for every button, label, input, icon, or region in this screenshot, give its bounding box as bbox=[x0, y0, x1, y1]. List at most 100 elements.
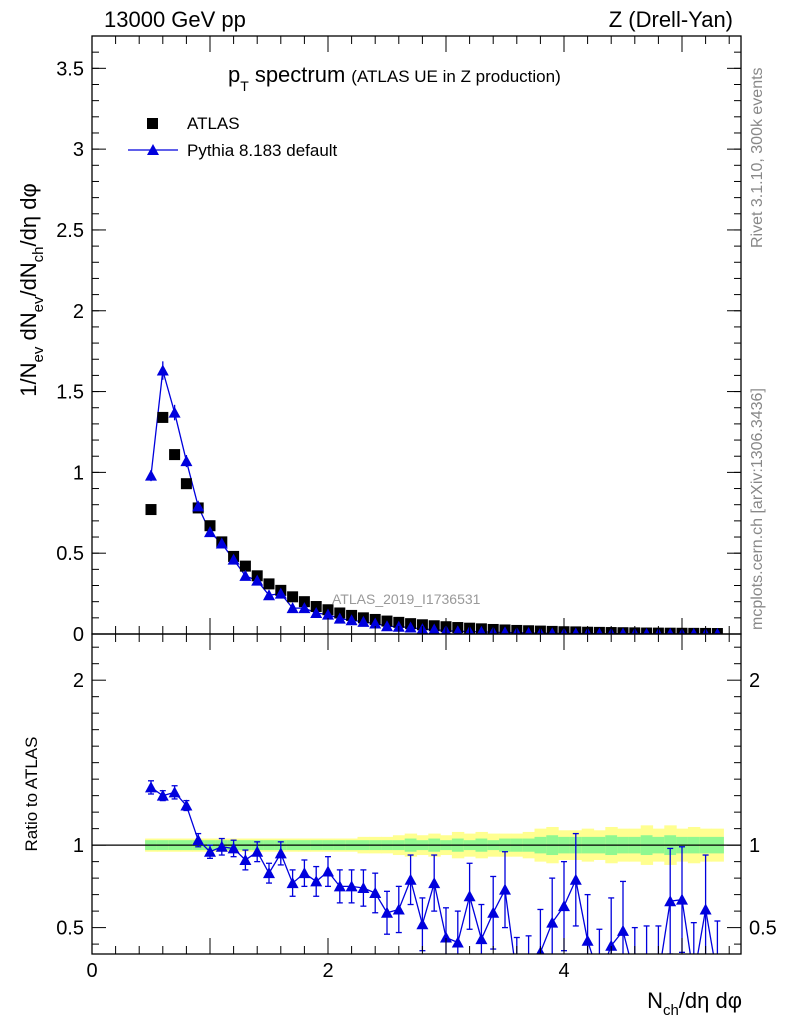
ratio-point-mc bbox=[239, 853, 252, 865]
data-point-mc bbox=[714, 627, 721, 634]
legend-data-label: ATLAS bbox=[187, 114, 240, 133]
ratio-point-mc bbox=[192, 834, 205, 846]
ratio-uncertainty-band bbox=[92, 825, 741, 865]
data-point-mc bbox=[227, 553, 240, 565]
ratio-point-mc bbox=[357, 882, 370, 894]
ratio-point-mc bbox=[581, 934, 594, 946]
ratio-point-mc bbox=[463, 890, 476, 902]
ratio-point-mc bbox=[546, 916, 559, 928]
data-point-mc bbox=[428, 623, 440, 634]
data-point-atlas bbox=[157, 411, 169, 423]
ratio-point-mc bbox=[274, 847, 287, 859]
ratio-y-tick-label-right: 0.5 bbox=[749, 918, 777, 940]
ratio-point-mc bbox=[569, 873, 582, 885]
main-y-tick-label: 2.5 bbox=[56, 220, 84, 242]
ratio-point-mc bbox=[298, 867, 311, 879]
ratio-point-mc bbox=[664, 895, 677, 907]
legend: ATLAS Pythia 8.183 default bbox=[128, 114, 338, 160]
analysis-watermark: ATLAS_2019_I1736531 bbox=[332, 591, 481, 607]
plot-title-spectrum: spectrum bbox=[255, 62, 345, 87]
data-point-mc bbox=[215, 537, 228, 549]
ratio-point-mc bbox=[322, 865, 334, 877]
ratio-point-mc bbox=[629, 971, 641, 982]
plot-title-p: p bbox=[228, 62, 240, 87]
axes: 00.511.522.533.50 2 40.5 0.51 12 2 bbox=[56, 36, 777, 982]
x-tick-label: 0 bbox=[86, 960, 97, 982]
ratio-y-tick-label: 2 bbox=[73, 670, 84, 692]
ratio-point-mc bbox=[345, 880, 358, 892]
data-point-mc bbox=[251, 574, 264, 586]
data-point-atlas bbox=[169, 449, 181, 461]
data-point-atlas bbox=[298, 596, 310, 608]
data-point-mc bbox=[476, 625, 486, 634]
main-y-tick-label: 3 bbox=[73, 139, 84, 161]
data-point-mc bbox=[274, 587, 287, 599]
data-point-mc bbox=[286, 602, 299, 614]
ratio-y-tick-label: 1 bbox=[73, 835, 84, 857]
plot-title-subscript: T bbox=[240, 78, 249, 94]
data-point-mc bbox=[345, 614, 358, 626]
ratio-point-mc bbox=[652, 971, 664, 982]
ratio-point-mc bbox=[369, 886, 382, 898]
mcplots-label: mcplots.cern.ch [arXiv:1306.3436] bbox=[749, 388, 766, 630]
ratio-y-tick-label-right: 2 bbox=[749, 670, 760, 692]
main-y-axis-title: 1/Nev dNev/dNch/dη dφ bbox=[16, 183, 47, 396]
legend-data-marker bbox=[147, 118, 158, 129]
ratio-y-tick-label: 0.5 bbox=[56, 918, 84, 940]
ratio-point-mc bbox=[333, 880, 346, 892]
data-point-mc bbox=[548, 627, 556, 634]
plot-title-paren: (ATLAS UE in Z production) bbox=[351, 67, 560, 86]
ratio-point-mc bbox=[251, 845, 264, 857]
data-point-mc bbox=[156, 364, 169, 376]
ratio-point-mc bbox=[511, 971, 523, 982]
main-y-tick-label: 0.5 bbox=[56, 543, 84, 565]
ratio-point-mc bbox=[475, 933, 488, 945]
ratio-point-mc bbox=[711, 971, 723, 982]
ratio-point-mc bbox=[204, 845, 216, 857]
x-tick-label: 4 bbox=[558, 960, 569, 982]
ratio-point-mc bbox=[156, 789, 169, 801]
data-point-mc bbox=[180, 455, 193, 467]
data-point-mc bbox=[572, 627, 580, 634]
ratio-point-mc bbox=[617, 924, 629, 936]
data-point-atlas bbox=[204, 520, 216, 532]
legend-mc-label: Pythia 8.183 default bbox=[187, 141, 338, 160]
data-point-mc bbox=[357, 615, 370, 627]
ratio-point-mc bbox=[641, 971, 653, 982]
data-point-mc bbox=[666, 627, 674, 634]
ratio-point-mc bbox=[558, 900, 570, 912]
data-point-mc bbox=[404, 621, 417, 633]
data-point-atlas bbox=[310, 601, 322, 613]
data-point-mc bbox=[168, 406, 181, 418]
main-y-tick-label: 2 bbox=[73, 301, 84, 323]
ratio-point-mc bbox=[688, 971, 700, 982]
main-y-tick-label: 3.5 bbox=[56, 58, 84, 80]
data-point-atlas bbox=[263, 578, 275, 590]
data-point-mc bbox=[595, 627, 603, 634]
plot-title: pT spectrum (ATLAS UE in Z production) bbox=[228, 62, 561, 94]
ratio-point-mc bbox=[699, 903, 712, 915]
ratio-point-mc bbox=[215, 840, 228, 852]
ratio-point-mc bbox=[593, 971, 605, 982]
ratio-y-axis-title: Ratio to ATLAS bbox=[22, 737, 41, 852]
ratio-point-mc bbox=[310, 875, 323, 887]
main-y-tick-label: 1.5 bbox=[56, 382, 84, 404]
x-axis-title: Nch/dη dφ bbox=[647, 988, 742, 1019]
data-point-mc bbox=[298, 602, 311, 614]
ratio-point-mc bbox=[180, 799, 193, 811]
legend-mc-marker bbox=[147, 144, 159, 155]
ratio-point-mc bbox=[523, 971, 535, 982]
ratio-point-mc bbox=[263, 867, 275, 879]
data-point-mc bbox=[192, 500, 205, 512]
ratio-point-mc bbox=[392, 903, 405, 915]
data-point-mc bbox=[500, 626, 510, 634]
x-tick-label: 2 bbox=[322, 960, 333, 982]
data-point-mc bbox=[690, 627, 698, 634]
data-point-mc bbox=[369, 617, 382, 629]
data-point-atlas bbox=[145, 504, 157, 516]
data-point-mc bbox=[204, 526, 216, 538]
ratio-point-mc bbox=[381, 906, 393, 918]
data-point-mc bbox=[619, 627, 627, 634]
rivet-version-label: Rivet 3.1.10, 300k events bbox=[749, 67, 766, 248]
